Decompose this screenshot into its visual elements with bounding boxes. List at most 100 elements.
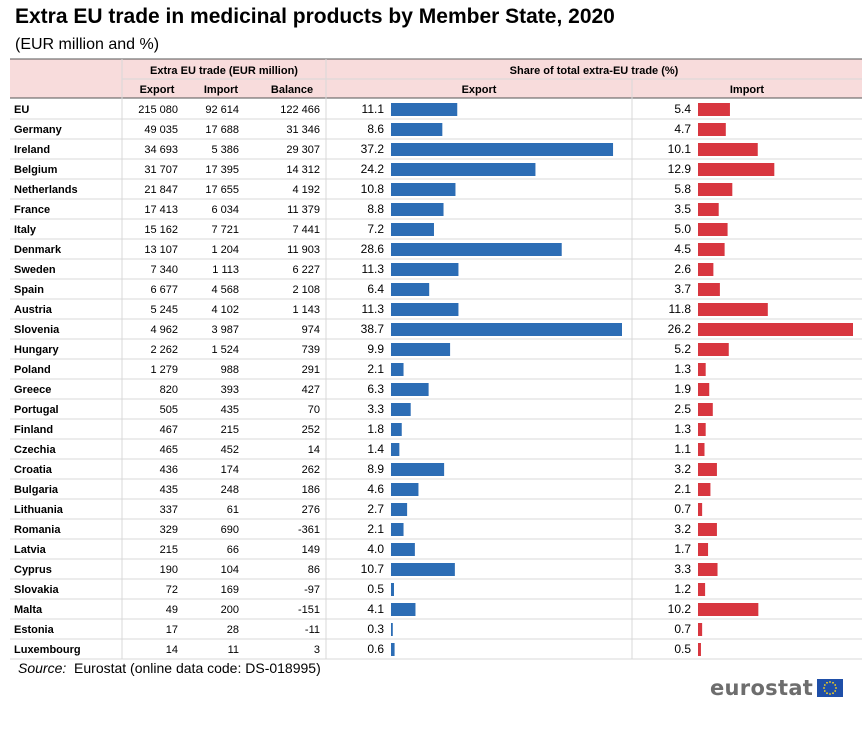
flag-star bbox=[829, 693, 832, 695]
export-share-bar bbox=[391, 123, 443, 136]
import-value: 435 bbox=[221, 404, 239, 416]
export-share-label: 7.2 bbox=[367, 222, 384, 236]
export-value: 4 962 bbox=[150, 324, 178, 336]
export-value: 436 bbox=[160, 464, 178, 476]
import-share-label: 0.5 bbox=[674, 642, 691, 656]
import-share-bar bbox=[698, 283, 720, 296]
import-value: 174 bbox=[221, 464, 239, 476]
export-value: 14 bbox=[166, 644, 178, 656]
import-share-label: 4.7 bbox=[674, 122, 691, 136]
row-label: Slovakia bbox=[14, 584, 60, 596]
column-header-export-share: Export bbox=[462, 84, 497, 96]
export-share-bar bbox=[391, 543, 415, 556]
row-label: Poland bbox=[14, 364, 51, 376]
row-label: Latvia bbox=[14, 544, 47, 556]
export-share-label: 24.2 bbox=[361, 162, 385, 176]
export-share-label: 8.9 bbox=[367, 462, 384, 476]
import-value: 248 bbox=[221, 484, 239, 496]
export-share-bar bbox=[391, 623, 393, 636]
logo-text: eurostat bbox=[710, 676, 814, 700]
balance-value: 31 346 bbox=[286, 124, 320, 136]
row-label: Italy bbox=[14, 224, 37, 236]
export-share-bar bbox=[391, 463, 445, 476]
export-share-bar bbox=[391, 143, 614, 156]
balance-value: 291 bbox=[302, 364, 320, 376]
import-share-bar bbox=[698, 103, 730, 116]
eurostat-logo: eurostat bbox=[710, 676, 844, 700]
row-label: Croatia bbox=[14, 464, 53, 476]
export-share-label: 2.7 bbox=[367, 502, 384, 516]
import-share-bar bbox=[698, 403, 713, 416]
import-share-bar bbox=[698, 363, 706, 376]
export-share-label: 11.3 bbox=[362, 302, 385, 316]
export-share-label: 3.3 bbox=[367, 402, 384, 416]
import-share-bar bbox=[698, 443, 705, 456]
import-value: 393 bbox=[221, 384, 239, 396]
import-value: 7 721 bbox=[211, 224, 239, 236]
eu-flag-icon bbox=[817, 679, 844, 697]
export-share-label: 0.5 bbox=[367, 582, 384, 596]
import-value: 1 113 bbox=[212, 264, 239, 276]
import-share-bar bbox=[698, 543, 709, 556]
flag-star bbox=[824, 684, 826, 686]
balance-value: 122 466 bbox=[280, 104, 320, 116]
export-share-label: 4.0 bbox=[367, 542, 384, 556]
export-share-bar bbox=[391, 343, 451, 356]
import-share-bar bbox=[698, 223, 728, 236]
export-share-label: 0.3 bbox=[367, 622, 384, 636]
row-label: Romania bbox=[14, 524, 61, 536]
row-label: Cyprus bbox=[14, 564, 52, 576]
import-share-label: 2.6 bbox=[674, 262, 691, 276]
import-share-bar bbox=[698, 143, 758, 156]
export-value: 820 bbox=[160, 384, 178, 396]
export-value: 21 847 bbox=[144, 184, 178, 196]
export-share-bar bbox=[391, 403, 411, 416]
row-label: Slovenia bbox=[14, 324, 60, 336]
import-value: 66 bbox=[227, 544, 239, 556]
import-share-bar bbox=[698, 123, 726, 136]
row-label: Spain bbox=[14, 284, 44, 296]
export-value: 15 162 bbox=[144, 224, 178, 236]
export-share-bar bbox=[391, 603, 416, 616]
import-value: 3 987 bbox=[211, 324, 239, 336]
import-value: 17 655 bbox=[205, 184, 239, 196]
source-label: Source: bbox=[18, 660, 67, 676]
export-value: 465 bbox=[160, 444, 178, 456]
balance-value: 11 903 bbox=[287, 244, 320, 256]
flag-star bbox=[829, 681, 832, 683]
export-share-bar bbox=[391, 303, 459, 316]
row-label: Greece bbox=[14, 384, 51, 396]
import-share-bar bbox=[698, 603, 759, 616]
import-value: 4 102 bbox=[211, 304, 239, 316]
import-share-bar bbox=[698, 523, 717, 536]
import-share-label: 3.7 bbox=[674, 282, 691, 296]
export-share-bar bbox=[391, 183, 456, 196]
export-value: 1 279 bbox=[150, 364, 178, 376]
export-share-label: 10.8 bbox=[361, 182, 385, 196]
export-share-label: 2.1 bbox=[367, 522, 384, 536]
import-share-bar bbox=[698, 623, 703, 636]
import-value: 1 524 bbox=[211, 344, 239, 356]
export-share-label: 11.1 bbox=[362, 102, 385, 116]
export-value: 72 bbox=[166, 584, 178, 596]
import-value: 452 bbox=[221, 444, 239, 456]
export-share-label: 38.7 bbox=[361, 322, 385, 336]
import-share-bar bbox=[698, 323, 853, 336]
row-label: Belgium bbox=[14, 164, 58, 176]
import-share-label: 5.2 bbox=[674, 342, 691, 356]
import-share-label: 1.1 bbox=[674, 442, 691, 456]
import-share-bar bbox=[698, 303, 768, 316]
flag-star bbox=[835, 687, 838, 689]
import-share-bar bbox=[698, 243, 725, 256]
export-share-bar bbox=[391, 503, 408, 516]
import-share-bar bbox=[698, 203, 719, 216]
import-value: 1 204 bbox=[211, 244, 239, 256]
balance-value: -361 bbox=[298, 524, 320, 536]
column-header-import-share: Import bbox=[730, 84, 765, 96]
import-share-label: 0.7 bbox=[674, 622, 691, 636]
export-value: 49 035 bbox=[144, 124, 178, 136]
trade-table-chart: Extra EU trade (EUR million) Share of tot… bbox=[10, 58, 862, 660]
flag-star bbox=[826, 692, 829, 695]
row-label: EU bbox=[14, 104, 29, 116]
import-value: 61 bbox=[227, 504, 239, 516]
